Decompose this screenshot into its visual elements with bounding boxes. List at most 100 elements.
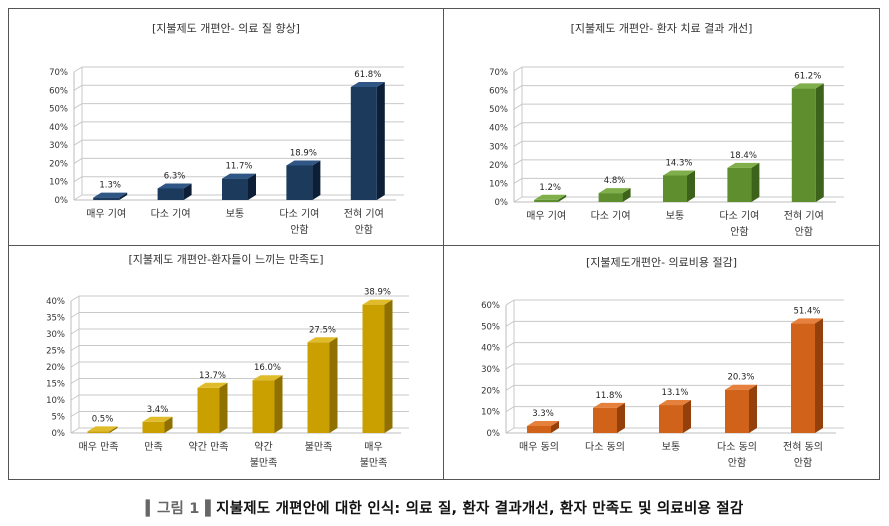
gridline-depth	[513, 103, 523, 110]
bar-side	[622, 188, 631, 202]
gridline-depth	[505, 406, 515, 413]
bar-side	[183, 183, 192, 200]
bar-top	[727, 162, 760, 168]
bar-top	[593, 402, 625, 408]
bar-side	[384, 299, 393, 433]
bar	[527, 420, 559, 433]
bar-side	[248, 173, 256, 200]
figure-frame	[8, 8, 880, 480]
chart-title: [지불제도 개편안- 의료 질 향상]	[152, 22, 300, 35]
chart-cost-reduction: [지불제도개편안- 의료비용 절감] 0% 10% 20% 30% 40% 50% 60% 3.…	[481, 256, 844, 469]
y-tick-label: 0%	[495, 198, 509, 208]
bar-top	[142, 416, 173, 422]
chart-patient-outcome: [지불제도 개편안- 환자 치료 결과 개선] 0% 10% 20% 30% 40% 50%…	[489, 22, 844, 238]
chart-patient-satisfaction: [지불제도 개편안-환자들이 느끼는 만족도] 0% 5% 10% 15% 20% 25% 3…	[46, 253, 409, 469]
bar-side	[558, 194, 567, 202]
gridline-depth	[73, 194, 83, 201]
bar-front	[87, 431, 110, 433]
bar	[663, 170, 695, 202]
bar-top	[791, 83, 824, 89]
gridline-depth	[73, 84, 83, 91]
data-label: 51.4%	[793, 306, 820, 316]
category-label-line: 전혀 동의	[783, 441, 823, 453]
bar-top	[157, 183, 192, 189]
category-label-line: 매우 기여	[86, 208, 126, 220]
bar-side	[164, 416, 173, 433]
bar-top	[725, 384, 757, 390]
bar-front	[93, 197, 120, 200]
bar-front	[791, 88, 816, 202]
data-label: 18.4%	[730, 151, 757, 161]
bar-side	[617, 402, 625, 433]
data-label: 14.3%	[665, 158, 692, 168]
gridline-depth	[513, 85, 523, 91]
y-tick-label: 0%	[52, 429, 66, 439]
y-tick-label: 30%	[481, 365, 500, 375]
bar	[791, 83, 824, 202]
bar	[307, 337, 338, 433]
y-tick-label: 60%	[49, 86, 68, 96]
y-tick-label: 20%	[489, 161, 508, 171]
bar	[727, 162, 760, 202]
category-label-line: 보통	[662, 441, 680, 453]
bar	[252, 375, 283, 433]
category-label-line: 불만족	[360, 457, 388, 469]
bar-front	[142, 421, 165, 433]
y-tick-label: 70%	[49, 68, 68, 78]
bar-front	[659, 405, 683, 433]
y-tick-label: 15%	[46, 380, 65, 390]
gridline-depth	[513, 159, 523, 166]
category-label-line: 매우 동의	[519, 441, 559, 453]
category-label: 다소 기여	[151, 208, 191, 220]
gridline-depth	[513, 122, 523, 129]
chart-title: [지불제도개편안- 의료비용 절감]	[586, 256, 737, 269]
data-label: 1.3%	[99, 181, 121, 191]
bar-side	[329, 337, 338, 433]
data-label: 13.7%	[199, 371, 226, 381]
data-label: 61.2%	[794, 71, 821, 81]
gridline-depth	[505, 320, 515, 327]
bar	[142, 416, 173, 433]
bar-front	[286, 165, 313, 200]
category-label: 전혀 동의 안함	[783, 441, 823, 469]
category-label-line: 안함	[290, 224, 308, 236]
category-label: 보통	[226, 208, 244, 220]
category-label-line: 다소 동의	[585, 441, 625, 453]
category-label-line: 다소 동의	[717, 441, 757, 453]
bar-front	[197, 387, 220, 433]
category-label-line: 매우	[364, 441, 382, 453]
category-label-line: 불만족	[250, 457, 278, 469]
gridline-depth	[513, 178, 523, 184]
bar-side	[815, 318, 823, 433]
category-label: 매우 기여	[86, 208, 126, 220]
bar-top	[252, 375, 283, 381]
bar-side	[312, 160, 321, 200]
category-label-line: 전혀 기여	[784, 210, 824, 222]
bar-front	[727, 167, 752, 202]
y-tick-label: 40%	[46, 297, 65, 307]
y-tick-label: 50%	[49, 105, 68, 115]
category-label-line: 불만족	[305, 441, 333, 453]
bar-front	[791, 323, 815, 433]
category-label-line: 약간	[254, 441, 272, 453]
category-label-line: 약간 만족	[189, 441, 229, 453]
category-label: 다소 기여	[591, 210, 631, 222]
gridline-depth	[73, 176, 83, 183]
bar	[362, 299, 393, 433]
bar	[534, 194, 567, 202]
bar-front	[534, 199, 559, 202]
category-label-line: 안함	[728, 457, 746, 469]
bar-top	[534, 194, 567, 200]
category-label-line: 보통	[666, 210, 684, 222]
y-tick-label: 40%	[49, 123, 68, 133]
bar-top	[598, 188, 631, 194]
y-tick-label: 60%	[489, 87, 508, 97]
bar-top	[350, 81, 385, 87]
category-label: 매우 기여	[526, 210, 566, 222]
bar-front	[663, 175, 687, 202]
gridline-depth	[70, 328, 80, 335]
bar-top	[659, 400, 691, 406]
category-label: 만족	[144, 441, 162, 453]
bar-front	[350, 86, 377, 200]
y-tick-label: 40%	[481, 344, 500, 354]
